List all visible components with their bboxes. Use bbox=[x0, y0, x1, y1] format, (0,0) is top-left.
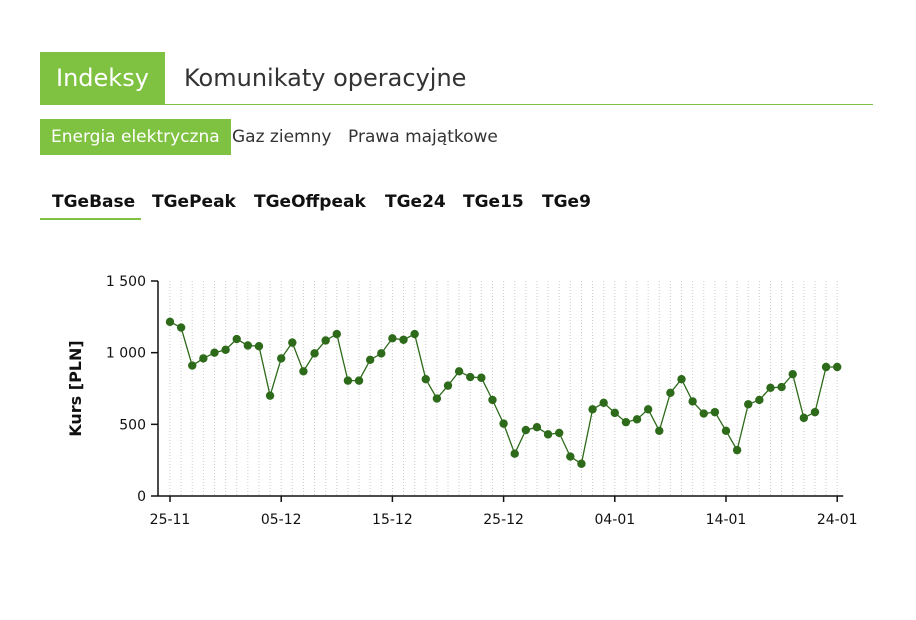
data-point bbox=[477, 373, 486, 382]
data-point bbox=[721, 426, 731, 435]
data-point bbox=[254, 342, 264, 351]
data-point bbox=[466, 372, 475, 382]
x-tick-label: 04-01 bbox=[594, 512, 635, 528]
data-point bbox=[543, 430, 553, 439]
data-point bbox=[710, 407, 720, 417]
data-point bbox=[277, 354, 286, 363]
data-point bbox=[732, 445, 742, 455]
data-point bbox=[199, 354, 208, 363]
data-point bbox=[788, 369, 797, 379]
data-point bbox=[821, 362, 831, 372]
tab-prawa-majatkowe[interactable]: Prawa majątkowe bbox=[348, 127, 498, 147]
data-point bbox=[176, 323, 186, 332]
y-axis-label: Kurs [PLN] bbox=[66, 340, 85, 436]
data-point bbox=[666, 388, 675, 397]
tab-tge24[interactable]: TGe24 bbox=[385, 192, 446, 212]
data-point bbox=[810, 407, 820, 417]
data-point bbox=[755, 395, 764, 405]
data-point bbox=[321, 336, 330, 345]
data-point bbox=[288, 338, 297, 347]
data-point bbox=[577, 459, 586, 468]
data-point bbox=[588, 405, 597, 414]
data-point bbox=[299, 367, 308, 376]
data-point bbox=[744, 400, 753, 409]
data-point bbox=[699, 409, 708, 418]
data-point bbox=[332, 329, 341, 339]
x-tick-label: 25-12 bbox=[483, 512, 524, 528]
data-point bbox=[532, 423, 542, 432]
top-tabs: Indeksy Komunikaty operacyjne bbox=[40, 52, 873, 105]
price-chart: 0 500 1 000 1 500 25-11 05-12 15-12 25-12 04-01… bbox=[66, 274, 858, 528]
y-axis-ticks: 0 500 1 000 1 500 bbox=[106, 274, 158, 505]
tab-tge9[interactable]: TGe9 bbox=[542, 192, 591, 212]
data-point bbox=[510, 449, 519, 458]
data-point bbox=[566, 452, 575, 461]
tab-gaz-ziemny[interactable]: Gaz ziemny bbox=[232, 127, 332, 147]
x-tick-label: 05-12 bbox=[261, 512, 302, 528]
data-point bbox=[599, 398, 608, 408]
tab-tgebase[interactable]: TGeBase bbox=[40, 186, 141, 220]
tab-tgepeak[interactable]: TGePeak bbox=[152, 192, 236, 212]
data-point bbox=[343, 376, 353, 385]
data-point bbox=[799, 413, 809, 423]
data-point bbox=[621, 417, 631, 427]
data-point bbox=[677, 374, 686, 384]
chart-grid bbox=[169, 281, 838, 496]
data-point bbox=[354, 376, 364, 385]
data-point bbox=[243, 341, 253, 350]
x-tick-label: 25-11 bbox=[150, 512, 191, 528]
data-point bbox=[399, 335, 408, 344]
data-point bbox=[766, 383, 775, 392]
tab-energia-elektryczna[interactable]: Energia elektryczna bbox=[40, 119, 231, 155]
tab-tge15[interactable]: TGe15 bbox=[463, 192, 524, 212]
data-point bbox=[432, 394, 442, 403]
data-point bbox=[365, 355, 375, 365]
y-tick-label: 1 000 bbox=[106, 346, 146, 362]
data-point bbox=[454, 367, 464, 376]
data-point bbox=[521, 425, 531, 435]
data-point bbox=[488, 395, 497, 405]
data-point bbox=[833, 362, 842, 372]
data-point bbox=[210, 348, 219, 357]
x-tick-label: 24-01 bbox=[817, 512, 858, 528]
data-point bbox=[310, 349, 319, 358]
data-point bbox=[221, 345, 230, 354]
data-point bbox=[388, 334, 397, 343]
data-point bbox=[555, 428, 564, 438]
data-point bbox=[777, 382, 786, 392]
y-tick-label: 500 bbox=[119, 417, 146, 433]
data-point bbox=[232, 334, 241, 344]
data-point bbox=[643, 405, 653, 414]
data-point bbox=[443, 381, 453, 390]
tab-tgeoffpeak[interactable]: TGeOffpeak bbox=[254, 192, 366, 212]
x-tick-label: 14-01 bbox=[706, 512, 747, 528]
data-point bbox=[655, 426, 664, 435]
data-point bbox=[165, 317, 175, 327]
tab-komunikaty-operacyjne[interactable]: Komunikaty operacyjne bbox=[184, 64, 467, 92]
data-point bbox=[265, 391, 275, 400]
data-point bbox=[421, 374, 430, 384]
data-point bbox=[377, 349, 386, 358]
data-point bbox=[188, 361, 197, 370]
data-point bbox=[610, 408, 619, 418]
data-point bbox=[632, 415, 642, 424]
chart-axes bbox=[157, 281, 844, 497]
data-point bbox=[410, 329, 419, 339]
data-point bbox=[688, 397, 697, 406]
series-points bbox=[165, 317, 842, 468]
x-axis-ticks: 25-11 05-12 15-12 25-12 04-01 14-01 24-01 bbox=[150, 496, 858, 528]
x-tick-label: 15-12 bbox=[372, 512, 413, 528]
y-tick-label: 1 500 bbox=[106, 274, 146, 290]
tab-indeksy[interactable]: Indeksy bbox=[40, 52, 165, 104]
data-point bbox=[499, 419, 508, 428]
y-tick-label: 0 bbox=[137, 489, 146, 505]
